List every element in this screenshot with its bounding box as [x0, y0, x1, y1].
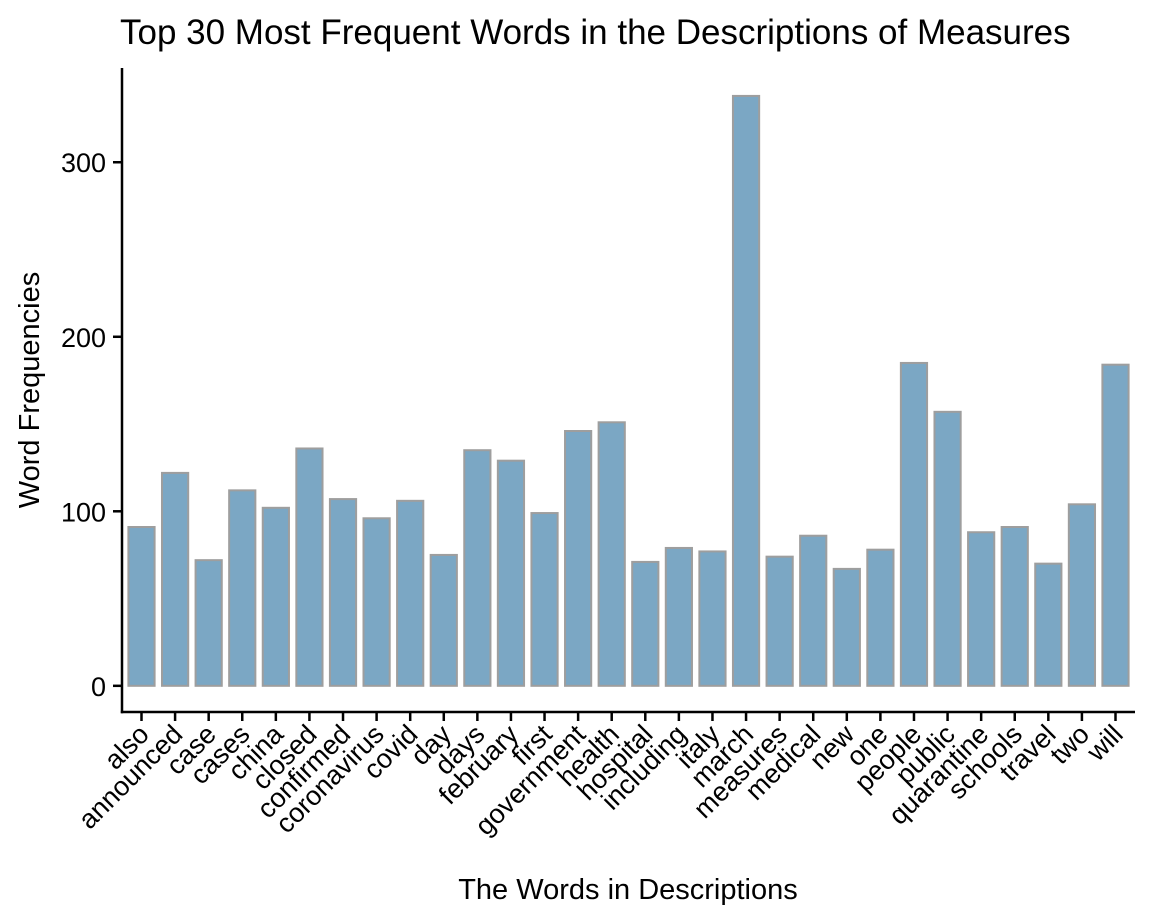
bars-layer	[127, 94, 1130, 687]
bar-case	[194, 559, 223, 687]
bar-announced	[160, 471, 190, 687]
bar-will	[1101, 363, 1130, 687]
y-axis-title: Word Frequencies	[14, 272, 46, 508]
bar-also	[127, 526, 156, 687]
bar-two	[1067, 503, 1097, 687]
bar-quarantine	[967, 531, 996, 687]
y-tick-label: 300	[61, 148, 106, 178]
bar-including	[664, 546, 693, 687]
bar-public	[933, 410, 962, 687]
bar-hospital	[631, 560, 660, 687]
bar-new	[832, 567, 861, 687]
bar-government	[564, 430, 593, 687]
bar-cases	[228, 489, 257, 687]
x-tick-label: will	[1080, 719, 1128, 767]
y-tick-label: 200	[61, 323, 106, 353]
bar-measures	[765, 555, 794, 687]
bar-confirmed	[328, 498, 358, 687]
chart-title: Top 30 Most Frequent Words in the Descri…	[120, 13, 1071, 52]
bar-covid	[396, 499, 425, 687]
bar-february	[496, 459, 526, 687]
bar-coronavirus	[362, 517, 391, 687]
bar-health	[597, 421, 626, 687]
bar-days	[463, 449, 492, 687]
y-tick-label: 0	[91, 672, 106, 702]
bar-china	[261, 506, 290, 687]
bar-first	[530, 512, 559, 687]
bar-march	[731, 94, 761, 687]
y-tick-label: 100	[61, 497, 106, 527]
bar-people	[899, 361, 929, 687]
bar-travel	[1034, 562, 1063, 687]
bar-schools	[1000, 526, 1029, 687]
bar-medical	[799, 534, 828, 687]
bar-closed	[295, 447, 324, 687]
bar-one	[866, 548, 895, 687]
bar-day	[429, 553, 458, 687]
x-axis-title: The Words in Descriptions	[458, 874, 798, 906]
bar-italy	[698, 550, 727, 687]
x-axis: alsoannouncedcasecaseschinaclosedconfirm…	[73, 710, 1135, 841]
y-axis: 0 100 200 300	[61, 68, 124, 714]
